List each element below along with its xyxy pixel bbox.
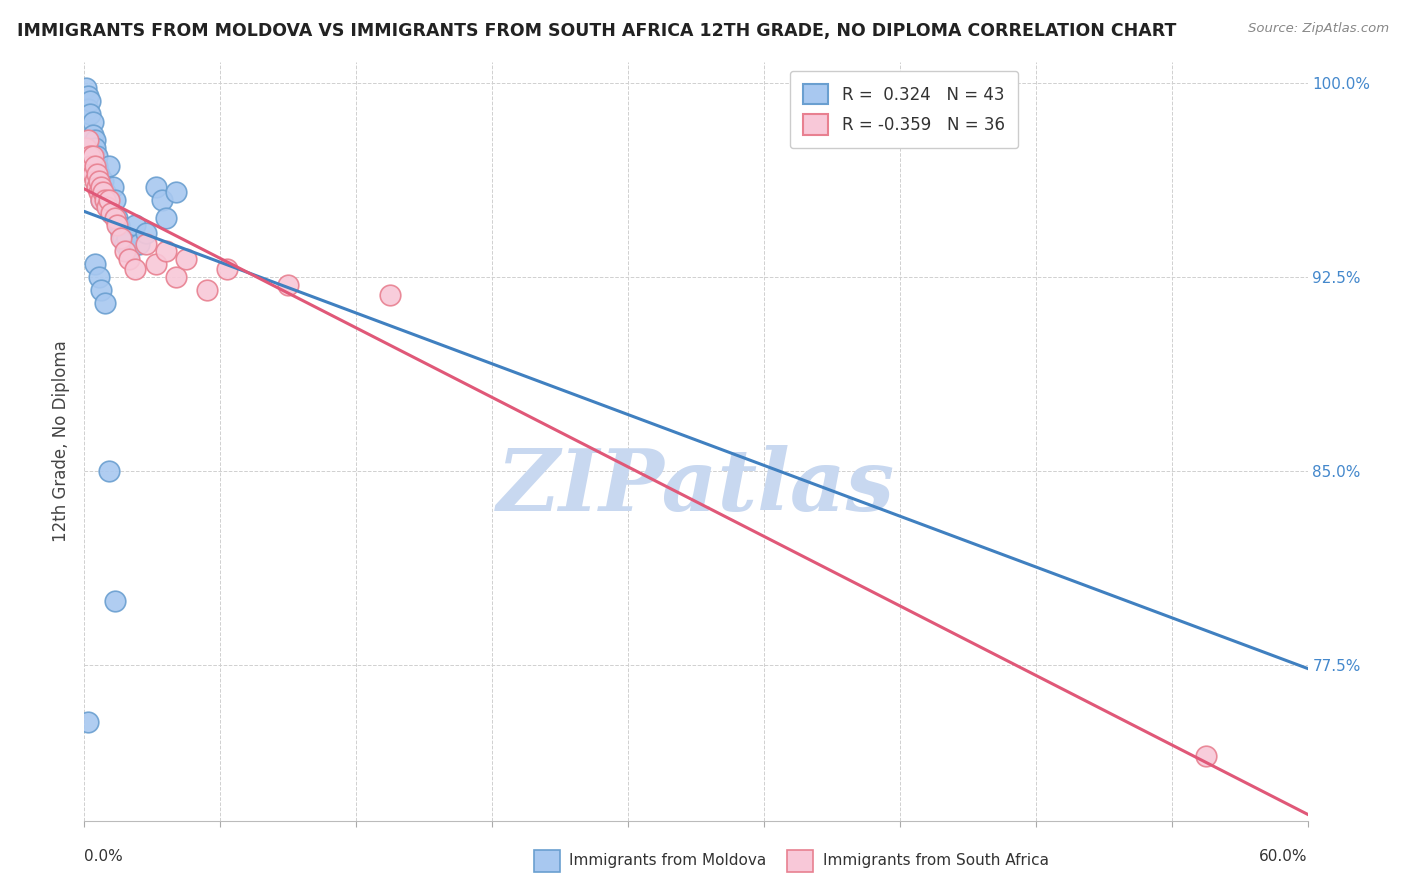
- Point: [82, 115, 104, 129]
- Point: [87, 167, 110, 181]
- Text: Source: ZipAtlas.com: Source: ZipAtlas.com: [1249, 22, 1389, 36]
- Point: [155, 244, 177, 259]
- Point: [90, 179, 112, 194]
- Point: [79, 107, 101, 121]
- Point: [90, 283, 112, 297]
- Point: [114, 244, 136, 259]
- Point: [87, 185, 110, 199]
- Point: [87, 270, 110, 285]
- Point: [79, 148, 101, 162]
- Text: ZIPatlas: ZIPatlas: [496, 445, 896, 529]
- Point: [124, 219, 146, 233]
- Point: [104, 211, 127, 225]
- Point: [115, 231, 138, 245]
- Point: [86, 159, 108, 173]
- Text: 60.0%: 60.0%: [1260, 849, 1308, 863]
- Point: [91, 174, 114, 188]
- Point: [93, 296, 115, 310]
- Point: [83, 174, 105, 188]
- Point: [93, 185, 115, 199]
- Point: [75, 141, 97, 155]
- Point: [145, 257, 167, 271]
- Point: [118, 244, 141, 259]
- Point: [79, 159, 101, 173]
- Point: [135, 236, 157, 251]
- Point: [86, 179, 108, 194]
- Text: Immigrants from Moldova: Immigrants from Moldova: [569, 854, 766, 868]
- Point: [77, 153, 100, 168]
- Point: [91, 185, 114, 199]
- Point: [77, 715, 100, 730]
- Point: [83, 257, 105, 271]
- Point: [150, 193, 173, 207]
- Point: [96, 200, 118, 214]
- Point: [155, 211, 177, 225]
- Point: [1195, 748, 1218, 763]
- Point: [90, 185, 112, 199]
- Point: [108, 219, 131, 233]
- Point: [90, 193, 112, 207]
- Point: [87, 174, 110, 188]
- Text: 0.0%: 0.0%: [84, 849, 124, 863]
- Point: [110, 226, 132, 240]
- Point: [82, 167, 104, 181]
- Point: [104, 193, 127, 207]
- Point: [75, 81, 97, 95]
- Point: [86, 148, 108, 162]
- Point: [82, 148, 104, 162]
- Point: [82, 128, 104, 142]
- Point: [135, 226, 157, 240]
- Point: [96, 193, 118, 207]
- Point: [118, 252, 141, 266]
- Y-axis label: 12th Grade, No Diploma: 12th Grade, No Diploma: [52, 341, 70, 542]
- Point: [83, 133, 105, 147]
- Point: [105, 219, 128, 233]
- Point: [97, 193, 120, 207]
- Point: [83, 141, 105, 155]
- Point: [104, 593, 127, 607]
- Point: [77, 89, 100, 103]
- Point: [100, 205, 122, 219]
- Point: [195, 283, 218, 297]
- Point: [87, 179, 110, 194]
- Point: [100, 205, 122, 219]
- Point: [97, 464, 120, 478]
- Point: [101, 179, 124, 194]
- Point: [128, 236, 150, 251]
- Point: [110, 231, 132, 245]
- Point: [97, 159, 120, 173]
- Point: [77, 102, 100, 116]
- Point: [174, 252, 197, 266]
- Point: [86, 167, 108, 181]
- Point: [112, 231, 135, 245]
- Point: [380, 288, 402, 302]
- Point: [77, 133, 100, 147]
- Text: Immigrants from South Africa: Immigrants from South Africa: [823, 854, 1049, 868]
- Point: [83, 159, 105, 173]
- Point: [93, 193, 115, 207]
- Point: [124, 262, 146, 277]
- Point: [105, 211, 128, 225]
- Point: [165, 270, 187, 285]
- Legend: R =  0.324   N = 43, R = -0.359   N = 36: R = 0.324 N = 43, R = -0.359 N = 36: [790, 70, 1018, 148]
- Point: [90, 193, 112, 207]
- Text: IMMIGRANTS FROM MOLDOVA VS IMMIGRANTS FROM SOUTH AFRICA 12TH GRADE, NO DIPLOMA C: IMMIGRANTS FROM MOLDOVA VS IMMIGRANTS FR…: [17, 22, 1177, 40]
- Point: [114, 236, 136, 251]
- Point: [217, 262, 239, 277]
- Point: [277, 277, 299, 292]
- Point: [165, 185, 187, 199]
- Point: [79, 95, 101, 109]
- Point: [145, 179, 167, 194]
